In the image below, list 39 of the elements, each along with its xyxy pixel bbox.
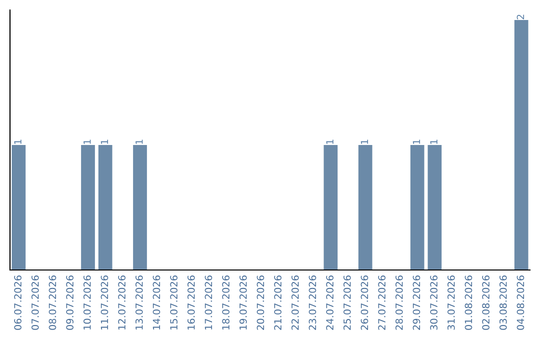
x-tick-label: 24.07.2026 [326, 275, 334, 330]
x-tick-label: 01.08.2026 [464, 275, 472, 330]
x-tick-label: 13.07.2026 [135, 275, 143, 330]
data-label: 1 [412, 140, 420, 144]
data-label: 2 [516, 14, 524, 20]
x-tick-label: 19.07.2026 [239, 275, 247, 330]
data-label: 1 [430, 140, 438, 144]
x-tick-label: 20.07.2026 [256, 275, 264, 330]
x-tick-label: 04.08.2026 [516, 275, 524, 330]
x-tick-label: 28.07.2026 [395, 275, 403, 330]
x-tick-label: 11.07.2026 [100, 275, 108, 330]
x-tick-label: 25.07.2026 [343, 275, 351, 330]
data-label: 1 [326, 140, 334, 144]
x-tick-label: 10.07.2026 [83, 275, 91, 330]
data-label: 1 [84, 140, 91, 144]
x-tick-label: 22.07.2026 [291, 275, 299, 330]
x-tick-label: 31.07.2026 [447, 275, 455, 330]
x-tick-label: 03.08.2026 [499, 275, 507, 330]
x-tick-label: 27.07.2026 [378, 275, 386, 330]
x-tick-label: 23.07.2026 [308, 275, 316, 330]
x-tick-label: 15.07.2026 [170, 275, 178, 330]
data-label: 1 [136, 140, 143, 144]
x-tick-label: 26.07.2026 [360, 275, 368, 330]
x-tick-label: 12.07.2026 [118, 275, 126, 330]
x-tick-label: 29.07.2026 [412, 275, 420, 330]
x-tick-label: 14.07.2026 [152, 275, 160, 330]
data-label: 1 [14, 140, 22, 144]
x-tick-label: 30.07.2026 [430, 275, 438, 330]
x-tick-label: 09.07.2026 [66, 275, 74, 330]
x-tick-label: 07.07.2026 [31, 275, 39, 330]
data-label: 1 [360, 140, 368, 144]
x-tick-label: 16.07.2026 [187, 275, 195, 330]
x-tick-label: 02.08.2026 [482, 275, 490, 330]
x-tick-label: 18.07.2026 [222, 275, 230, 330]
x-tick-label: 08.07.2026 [48, 275, 56, 330]
data-label: 1 [100, 140, 108, 144]
x-tick-label: 06.07.2026 [14, 275, 22, 330]
x-tick-label: 17.07.2026 [204, 275, 212, 330]
x-tick-label: 21.07.2026 [274, 275, 282, 330]
